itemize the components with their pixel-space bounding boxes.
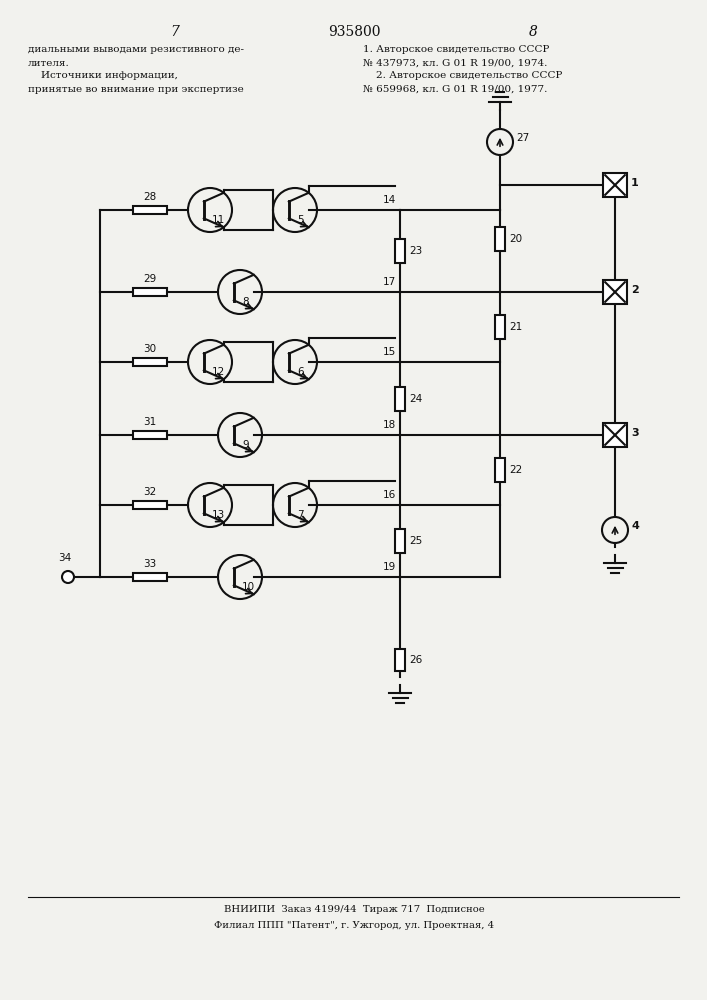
Bar <box>603 423 627 447</box>
Text: 23: 23 <box>409 246 422 256</box>
Text: 34: 34 <box>59 553 71 563</box>
Text: 1: 1 <box>631 178 638 188</box>
Text: 7: 7 <box>297 510 303 520</box>
Bar <box>133 358 167 366</box>
Bar <box>133 573 167 581</box>
Text: 8: 8 <box>529 25 537 39</box>
Text: 16: 16 <box>382 490 396 500</box>
Text: ВНИИПИ  Заказ 4199/44  Тираж 717  Подписное: ВНИИПИ Заказ 4199/44 Тираж 717 Подписное <box>223 906 484 914</box>
Text: 10: 10 <box>242 582 255 592</box>
Bar <box>395 529 405 553</box>
Text: 4: 4 <box>631 521 639 531</box>
Text: 28: 28 <box>144 192 157 202</box>
Bar <box>395 649 405 671</box>
Text: 33: 33 <box>144 559 157 569</box>
Text: 15: 15 <box>382 347 396 357</box>
Text: 7: 7 <box>170 25 180 39</box>
Text: 31: 31 <box>144 417 157 427</box>
Text: 18: 18 <box>382 420 396 430</box>
Text: 19: 19 <box>382 562 396 572</box>
Text: 22: 22 <box>509 465 522 475</box>
Text: 20: 20 <box>509 234 522 244</box>
Bar <box>603 280 627 304</box>
Bar <box>133 431 167 439</box>
Text: 9: 9 <box>242 440 249 450</box>
Bar <box>133 206 167 214</box>
Text: 2. Авторское свидетельство СССР: 2. Авторское свидетельство СССР <box>363 72 562 81</box>
Text: 29: 29 <box>144 274 157 284</box>
Text: принятые во внимание при экспертизе: принятые во внимание при экспертизе <box>28 85 244 94</box>
Text: 32: 32 <box>144 487 157 497</box>
Text: № 437973, кл. G 01 R 19/00, 1974.: № 437973, кл. G 01 R 19/00, 1974. <box>363 58 547 68</box>
Bar <box>133 501 167 509</box>
Bar <box>495 458 505 482</box>
Bar <box>133 288 167 296</box>
Text: 935800: 935800 <box>328 25 380 39</box>
Bar <box>495 227 505 251</box>
Text: 25: 25 <box>409 536 422 546</box>
Bar <box>395 386 405 410</box>
Text: Филиал ППП "Патент", г. Ужгород, ул. Проектная, 4: Филиал ППП "Патент", г. Ужгород, ул. Про… <box>214 922 494 930</box>
Text: 30: 30 <box>144 344 156 354</box>
Text: 1. Авторское свидетельство СССР: 1. Авторское свидетельство СССР <box>363 45 549 54</box>
Text: 6: 6 <box>297 367 303 377</box>
Text: 12: 12 <box>212 367 226 377</box>
Text: 8: 8 <box>242 297 249 307</box>
Text: лителя.: лителя. <box>28 58 70 68</box>
Bar <box>395 239 405 263</box>
Text: Источники информации,: Источники информации, <box>28 72 178 81</box>
Text: 2: 2 <box>631 285 638 295</box>
Text: 5: 5 <box>297 215 303 225</box>
Text: 24: 24 <box>409 393 422 403</box>
Bar <box>495 315 505 339</box>
Text: 11: 11 <box>212 215 226 225</box>
Circle shape <box>62 571 74 583</box>
Text: 27: 27 <box>516 133 530 143</box>
Text: 13: 13 <box>212 510 226 520</box>
Text: 14: 14 <box>382 195 396 205</box>
Bar <box>603 173 627 197</box>
Text: 26: 26 <box>409 655 422 665</box>
Text: 3: 3 <box>631 428 638 438</box>
Text: № 659968, кл. G 01 R 19/00, 1977.: № 659968, кл. G 01 R 19/00, 1977. <box>363 85 547 94</box>
Text: 21: 21 <box>509 322 522 332</box>
Text: 17: 17 <box>382 277 396 287</box>
Text: диальными выводами резистивного де-: диальными выводами резистивного де- <box>28 45 244 54</box>
